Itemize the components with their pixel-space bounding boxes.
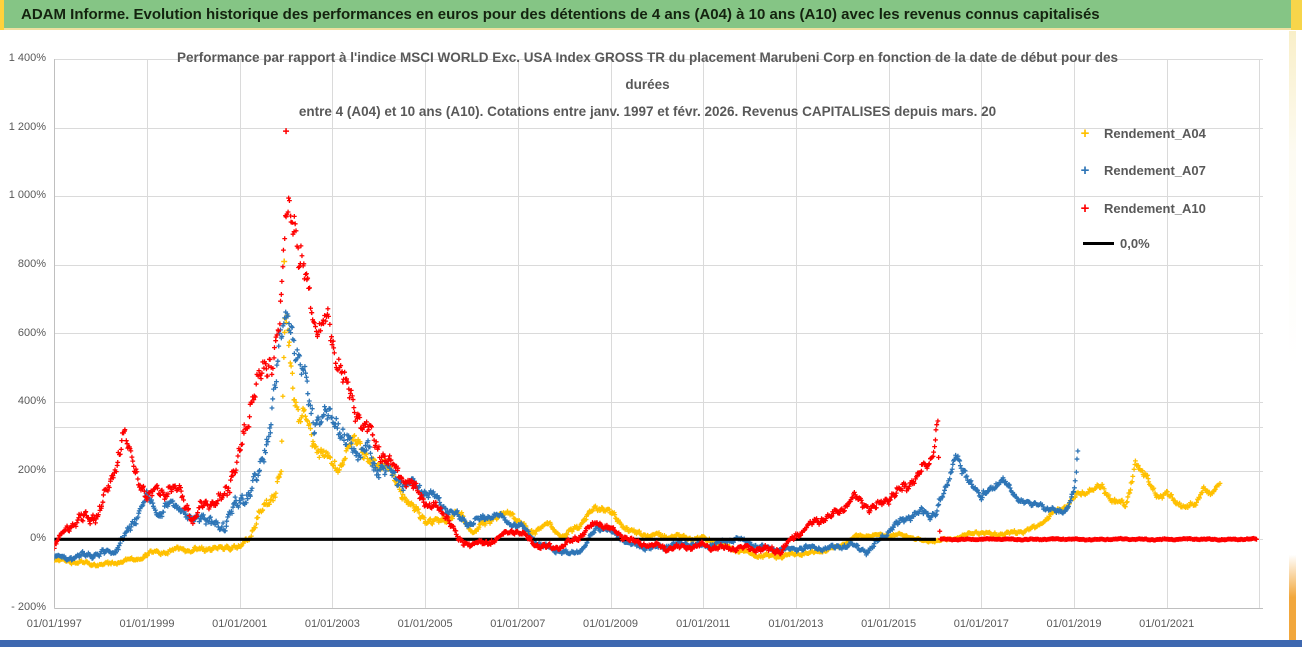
y-axis-tick-label: 1 000%	[8, 189, 46, 202]
plus-marker-icon: +	[1080, 124, 1090, 142]
chart-title-line-1: Performance par rapport à l'indice MSCI …	[176, 50, 1119, 65]
legend-item-0-0-[interactable]: 0,0%	[1072, 231, 1150, 255]
app-title-bar: ADAM Informe. Evolution historique des p…	[0, 0, 1302, 30]
legend-label: Rendement_A10	[1104, 200, 1206, 216]
x-axis-tick-label: 01/01/1997	[26, 618, 82, 630]
x-axis-tick-label: 01/01/2011	[676, 618, 731, 630]
legend-item-rendement-a10[interactable]: + Rendement_A10	[1072, 196, 1206, 220]
right-edge-strip	[1289, 31, 1296, 640]
y-axis-tick-label: 800%	[17, 257, 46, 270]
legend-label: 0,0%	[1120, 235, 1150, 251]
x-axis-tick-label: 01/01/2009	[582, 618, 639, 630]
legend-item-rendement-a07[interactable]: + Rendement_A07	[1072, 158, 1206, 182]
x-axis-tick-label: 01/01/2017	[953, 618, 1009, 630]
plus-marker-icon: +	[1080, 161, 1090, 179]
chart-title: Performance par rapport à l'indice MSCI …	[95, 49, 1200, 130]
x-axis-tick-label: 01/01/2001	[212, 618, 268, 630]
x-axis-tick-label: 01/01/2007	[490, 618, 546, 630]
y-axis-tick-label: 200%	[17, 463, 46, 476]
y-axis-tick-label: 400%	[17, 395, 46, 408]
legend-label: Rendement_A04	[1104, 125, 1206, 141]
x-axis-tick-label: 01/01/2003	[304, 618, 360, 630]
y-axis-tick-label: 1 400%	[8, 52, 46, 65]
x-axis-tick-label: 01/01/2021	[1139, 618, 1195, 630]
x-axis-tick-label: 01/01/1999	[119, 618, 175, 630]
chart-title-line-3: entre 4 (A04) et 10 ans (A10). Cotations…	[298, 104, 997, 119]
legend-item-rendement-a04[interactable]: + Rendement_A04	[1072, 121, 1206, 145]
chart-title-line-2: durées	[625, 77, 670, 92]
right-accent-strip	[1291, 0, 1302, 30]
legend: + Rendement_A04 + Rendement_A07 + Rendement_A…	[1072, 116, 1287, 266]
x-axis-tick-label: 01/01/2015	[861, 618, 917, 630]
y-axis-tick-label: 600%	[17, 326, 46, 339]
plus-marker-icon: +	[1080, 199, 1090, 217]
y-axis-tick-label: 0%	[30, 532, 46, 545]
y-axis-tick-label: 1 200%	[8, 120, 46, 133]
left-accent-strip	[0, 0, 4, 30]
bottom-bar	[0, 640, 1302, 647]
legend-label: Rendement_A07	[1104, 162, 1206, 178]
x-axis-tick-label: 01/01/2019	[1046, 618, 1102, 630]
line-swatch-icon	[1083, 241, 1114, 245]
x-axis-tick-label: 01/01/2013	[768, 618, 824, 630]
y-axis-tick-label: - 200%	[11, 600, 46, 613]
x-axis-tick-label: 01/01/2005	[397, 618, 453, 630]
app-title: ADAM Informe. Evolution historique des p…	[21, 6, 1100, 23]
